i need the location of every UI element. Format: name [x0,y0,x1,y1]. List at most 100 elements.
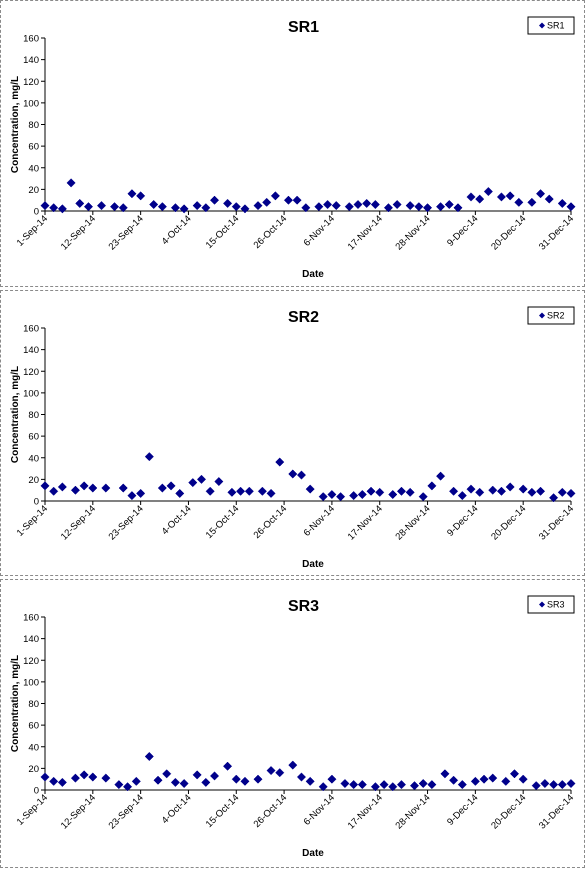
data-point [88,772,98,782]
data-point [544,194,554,204]
x-tick-label: 28-Nov-14 [394,213,433,252]
x-tick-label: 28-Nov-14 [394,503,433,542]
data-point [227,487,237,497]
data-point [392,199,402,210]
data-point [170,203,180,213]
x-tick-label: 6-Nov-14 [302,792,337,827]
data-point [501,776,511,786]
data-point [396,780,407,790]
y-tick-label: 100 [23,677,39,688]
data-point [440,769,450,779]
y-axis-label: Concentration, mg/L [10,366,21,463]
data-point [475,487,485,497]
data-point [379,780,389,790]
legend-marker [539,601,545,608]
data-point [527,487,537,497]
data-point [344,202,354,212]
x-axis-label: Date [302,269,324,280]
data-point [318,782,328,792]
y-tick-label: 0 [34,497,39,508]
data-point [436,471,446,481]
data-point [253,774,263,784]
data-point [179,204,189,214]
x-tick-label: 23-Sep-14 [107,792,146,831]
chart-sr2: SR2 0 20 40 60 80 100 120 140 160 Concentration, m… [10,306,576,570]
y-tick-label: 80 [28,699,39,710]
data-point [57,204,67,214]
data-point [466,484,476,494]
data-point [418,492,428,502]
y-tick-label: 120 [23,77,39,88]
data-point [83,202,94,212]
y-tick-label: 80 [28,120,39,131]
x-tick-label: 1-Sep-14 [15,792,50,827]
data-point [49,486,59,496]
data-point [244,486,254,496]
y-tick-label: 100 [23,98,39,109]
data-point [223,761,233,771]
data-point [566,488,576,498]
data-point [549,780,559,790]
data-point [414,202,424,212]
data-point [436,202,446,212]
y-tick-label: 160 [23,324,39,335]
data-point [370,782,380,792]
data-point [496,486,506,496]
data-point [466,192,476,202]
data-point [136,191,146,201]
data-point [362,198,372,208]
data-point [305,484,315,494]
data-point [40,481,50,491]
chart-sr1: SR1 0 20 40 60 80 100 120 140 160 Concentration, m… [10,16,576,280]
x-tick-label: 4-Oct-14 [160,503,194,537]
data-point [57,482,67,492]
data-point [49,203,59,213]
data-point [75,198,85,208]
data-point [336,492,346,502]
y-tick-label: 40 [28,453,39,464]
y-tick-label: 160 [23,34,39,45]
data-point [240,776,250,786]
legend-label: SR1 [547,21,565,31]
data-point [536,189,546,199]
legend-box [527,595,575,614]
data-point [79,481,89,491]
data-point [296,470,307,480]
chart-title: SR1 [288,19,319,36]
data-point [557,780,567,790]
data-point [118,203,128,213]
data-point [275,768,285,778]
x-tick-label: 31-Dec-14 [537,213,576,252]
data-point [131,776,141,786]
data-point [79,770,89,780]
x-tick-label: 28-Nov-14 [394,792,433,831]
data-point [70,485,80,495]
data-point [70,773,80,783]
data-point [453,203,463,213]
data-point [457,491,467,501]
data-point [518,484,528,494]
x-tick-label: 6-Nov-14 [302,213,337,248]
data-point [557,487,567,497]
data-point [296,772,307,782]
data-point [266,765,276,776]
legend: SR3 [527,595,575,614]
data-point [340,778,350,789]
data-point [496,192,506,202]
y-axis-label: Concentration, mg/L [10,655,21,752]
data-point [388,489,398,500]
x-tick-label: 17-Nov-14 [346,792,385,831]
data-point [427,481,437,491]
data-point [49,776,59,786]
legend-box [527,306,575,325]
y-tick-label: 40 [28,742,39,753]
data-point [270,191,280,201]
data-point [470,776,480,786]
data-point [162,769,172,779]
x-tick-label: 12-Sep-14 [59,503,98,542]
y-tick-label: 0 [34,786,39,797]
y-tick-label: 80 [28,410,39,421]
x-tick-label: 4-Oct-14 [160,213,194,247]
data-point [349,780,359,790]
data-point [457,780,467,790]
